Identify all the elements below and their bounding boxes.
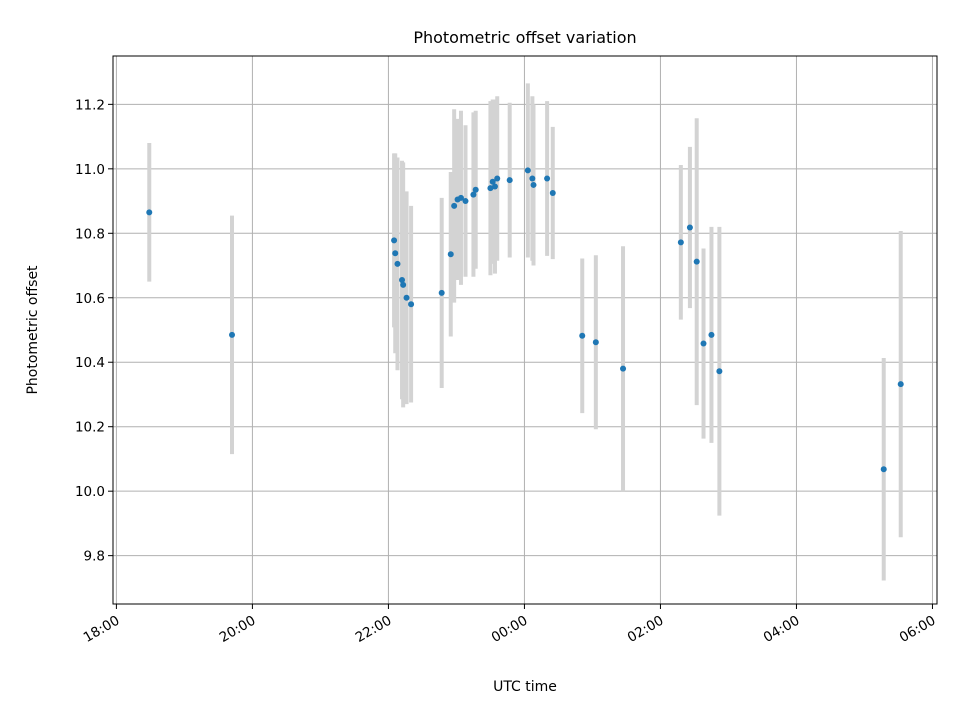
data-point (529, 175, 536, 182)
data-point (708, 331, 715, 338)
x-tick-label: 02:00 (625, 613, 667, 646)
data-point (700, 340, 707, 347)
y-tick-label: 9.8 (84, 549, 105, 565)
y-tick-label: 11.2 (75, 97, 105, 113)
data-points (146, 167, 904, 473)
data-point (544, 175, 551, 182)
x-axis-ticks: 18:00 20:00 22:00 00:00 02:00 04:00 06:00 (81, 604, 939, 646)
x-tick-label: 20:00 (217, 613, 259, 646)
data-point (403, 294, 410, 301)
data-point (530, 181, 537, 188)
data-point (549, 190, 556, 196)
data-point (693, 258, 700, 265)
data-point (447, 251, 454, 258)
data-point (462, 198, 469, 205)
data-point (229, 331, 236, 338)
data-point (506, 177, 513, 184)
data-point (472, 186, 479, 193)
error-bars (147, 83, 903, 581)
chart-title: Photometric offset variation (413, 28, 636, 47)
data-point (491, 183, 498, 190)
data-point (686, 224, 693, 231)
x-tick-label: 00:00 (489, 613, 531, 646)
y-axis-label: Photometric offset (25, 265, 41, 395)
y-tick-label: 10.2 (75, 420, 105, 436)
data-point (579, 332, 586, 339)
y-tick-label: 10.6 (75, 291, 105, 307)
y-tick-label: 11.0 (75, 162, 105, 178)
data-point (394, 260, 401, 267)
data-point (146, 209, 153, 216)
data-point (392, 250, 399, 257)
data-point (716, 368, 723, 375)
data-point (438, 289, 445, 296)
x-axis-label: UTC time (493, 679, 557, 695)
grid-lines (113, 56, 937, 604)
data-point (451, 202, 458, 209)
data-point (489, 178, 496, 185)
data-point (400, 281, 407, 288)
x-tick-label: 04:00 (761, 613, 803, 646)
data-point (470, 191, 477, 198)
y-tick-label: 10.0 (75, 484, 105, 500)
data-point (457, 194, 464, 201)
plot-frame (112, 55, 938, 605)
y-tick-label: 10.8 (75, 226, 105, 242)
data-point (620, 365, 627, 372)
data-point (399, 277, 406, 284)
y-axis-ticks: 9.8 10.0 10.2 10.4 10.6 10.8 11.0 11.2 (75, 97, 113, 565)
data-point (391, 237, 398, 244)
data-point (592, 339, 599, 346)
data-point (677, 239, 684, 246)
x-tick-label: 22:00 (353, 613, 395, 646)
y-tick-label: 10.4 (75, 355, 105, 371)
data-point (524, 167, 531, 174)
data-point (880, 466, 887, 473)
x-tick-label: 06:00 (897, 613, 939, 646)
data-point (897, 381, 904, 388)
data-point (408, 301, 415, 308)
data-point (487, 185, 494, 192)
data-point (494, 175, 501, 182)
x-tick-label: 18:00 (81, 613, 123, 646)
